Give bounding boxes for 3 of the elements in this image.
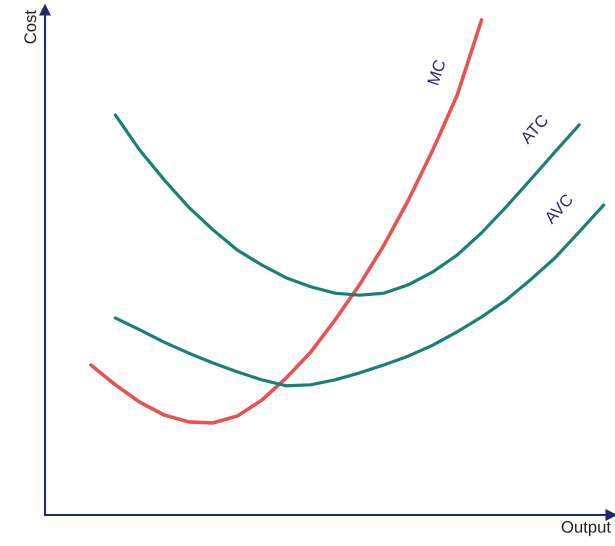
y-axis-title: Cost <box>24 10 36 44</box>
x-axis-title: Output <box>562 520 611 536</box>
text: MC <box>427 58 446 86</box>
